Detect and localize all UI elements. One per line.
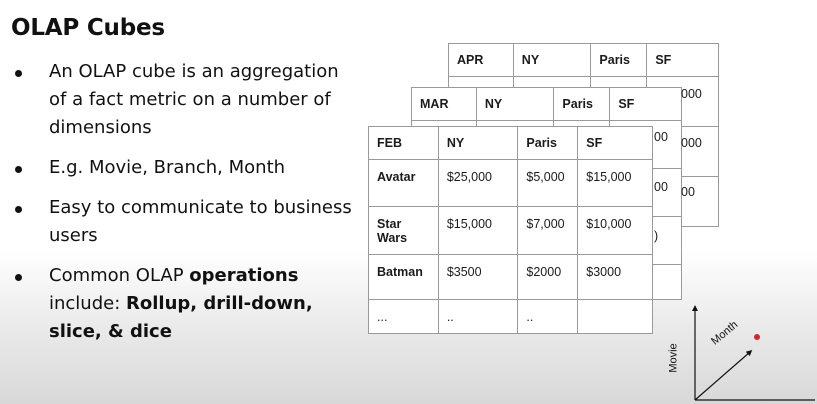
table-row: Star Wars $15,000 $7,000 $10,000: [368, 206, 653, 255]
bullet-item: Easy to communicate to business users: [10, 194, 360, 250]
bullet-dot-icon: [15, 166, 22, 173]
bullet-item: E.g. Movie, Branch, Month: [10, 154, 360, 182]
table-cell: [577, 299, 653, 334]
table-header-cell: SF: [646, 43, 719, 77]
axis-label-movie: Movie: [667, 343, 680, 373]
slide-title: OLAP Cubes: [11, 15, 165, 41]
table-cell: Avatar: [368, 159, 439, 207]
bullet-dot-icon: [15, 274, 22, 281]
table-cell: $7,000: [517, 206, 579, 255]
peek-text: 00: [681, 185, 695, 199]
table-header-row: FEB NY Paris SF: [368, 126, 653, 160]
olap-table-feb: FEB NY Paris SF Avatar $25,000 $5,000 $1…: [368, 126, 653, 334]
table-header-cell: Paris: [590, 43, 648, 77]
z-axis-arrow-icon: [694, 350, 753, 401]
table-cell: ...: [368, 299, 439, 334]
table-cell: $3000: [577, 254, 653, 300]
table-header-cell: SF: [609, 87, 682, 121]
peek-text: 000: [681, 87, 702, 101]
table-header-cell: FEB: [368, 126, 439, 160]
bullet-dot-icon: [15, 206, 22, 213]
table-cell: $3500: [437, 254, 519, 300]
table-cell: $15,000: [437, 206, 519, 255]
data-point-marker: [754, 334, 760, 340]
table-cell: ..: [517, 299, 579, 334]
table-header-cell: SF: [577, 126, 653, 160]
table-cell: ..: [437, 299, 519, 334]
table-row: Avatar $25,000 $5,000 $15,000: [368, 159, 653, 207]
bullet-text-bold: operations: [189, 265, 299, 286]
table-cell: $25,000: [437, 159, 519, 207]
bullet-item: An OLAP cube is an aggregation of a fact…: [10, 58, 360, 142]
table-header-cell: NY: [475, 87, 555, 121]
table-cell: $15,000: [577, 159, 653, 207]
peek-text: 000: [681, 136, 702, 150]
table-header-cell: Paris: [553, 87, 611, 121]
table-header-cell: NY: [512, 43, 592, 77]
table-cell: $5,000: [517, 159, 579, 207]
table-header-cell: NY: [437, 126, 519, 160]
table-header-row: APR NY Paris SF: [448, 43, 719, 77]
cube-axis-diagram: [692, 305, 815, 401]
peek-text: ): [654, 229, 659, 243]
bullet-item: Common OLAP operations include: Rollup, …: [10, 262, 360, 346]
table-cell: $2000: [517, 254, 579, 300]
table-header-cell: MAR: [411, 87, 477, 121]
table-cell: Batman: [368, 254, 439, 300]
bullet-text-bold: Rollup, drill-down, slice, & dice: [49, 293, 313, 342]
bullet-text-part: include:: [49, 293, 127, 314]
bullet-dot-icon: [15, 70, 22, 77]
table-header-cell: APR: [448, 43, 514, 77]
bullet-text: E.g. Movie, Branch, Month: [49, 157, 286, 178]
peek-text: 00: [654, 180, 668, 194]
bullet-text-part: Common OLAP: [49, 265, 190, 286]
bullet-list: An OLAP cube is an aggregation of a fact…: [10, 58, 360, 358]
table-cell: Star Wars: [368, 206, 439, 255]
table-cell: $10,000: [577, 206, 653, 255]
table-header-cell: Paris: [517, 126, 579, 160]
table-row: ... .. ..: [368, 299, 653, 334]
table-row: Batman $3500 $2000 $3000: [368, 254, 653, 300]
peek-text: 00: [654, 130, 668, 144]
bullet-text: Easy to communicate to business users: [49, 197, 352, 246]
table-header-row: MAR NY Paris SF: [411, 87, 682, 121]
bullet-text: An OLAP cube is an aggregation of a fact…: [49, 61, 339, 138]
